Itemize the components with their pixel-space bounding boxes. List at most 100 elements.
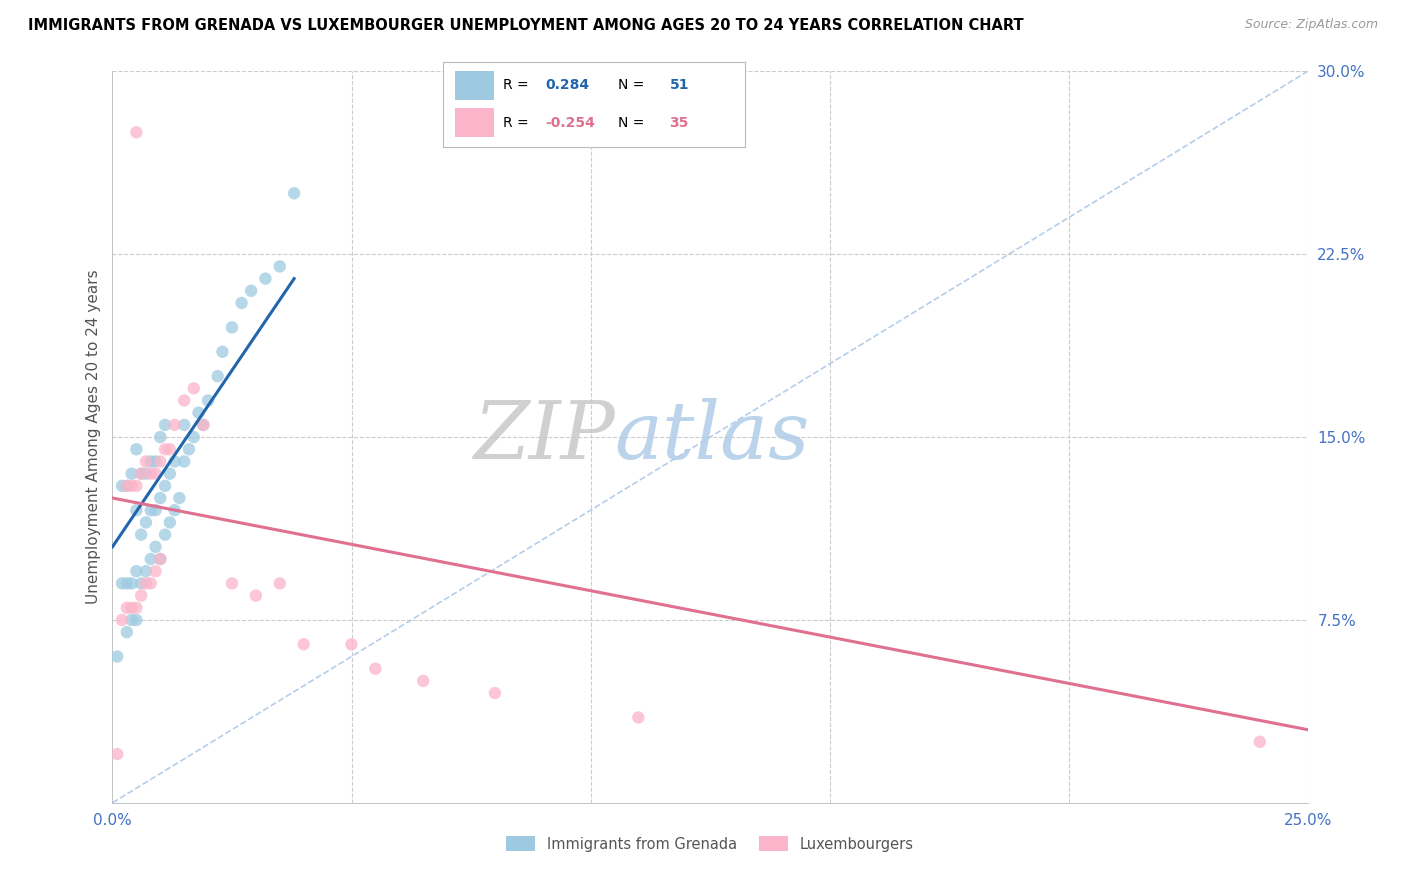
Point <box>129 576 152 591</box>
Point <box>115 600 138 615</box>
Text: Source: ZipAtlas.com: Source: ZipAtlas.com <box>1244 18 1378 31</box>
Point <box>145 564 167 578</box>
Point <box>183 381 205 395</box>
Y-axis label: Unemployment Among Ages 20 to 24 years: Unemployment Among Ages 20 to 24 years <box>86 269 101 605</box>
Text: ZIP: ZIP <box>472 399 614 475</box>
Point <box>139 503 162 517</box>
Point <box>254 271 277 285</box>
Point <box>135 454 157 468</box>
Point <box>105 747 128 761</box>
Point <box>211 344 233 359</box>
Point <box>125 564 148 578</box>
Point <box>129 467 152 481</box>
Point <box>121 600 143 615</box>
Point <box>121 479 143 493</box>
Point <box>149 491 172 505</box>
Bar <box>456 108 495 137</box>
Point <box>105 649 128 664</box>
Point <box>125 600 148 615</box>
Point <box>121 467 143 481</box>
Point <box>197 393 219 408</box>
Text: R =: R = <box>503 78 533 92</box>
Point <box>135 576 157 591</box>
Point <box>145 503 167 517</box>
Point <box>269 576 291 591</box>
Point <box>163 417 186 432</box>
Point <box>145 454 167 468</box>
Point <box>121 613 143 627</box>
Text: 51: 51 <box>669 78 689 92</box>
Point <box>364 662 387 676</box>
Point <box>125 125 148 139</box>
Point <box>292 637 315 651</box>
Point <box>149 552 172 566</box>
Point <box>484 686 506 700</box>
Point <box>149 552 172 566</box>
Point <box>245 589 267 603</box>
Point <box>111 479 134 493</box>
Point <box>145 467 167 481</box>
Text: N =: N = <box>619 78 650 92</box>
Point <box>135 564 157 578</box>
Point <box>129 527 152 541</box>
Point <box>111 613 134 627</box>
Point <box>221 320 243 334</box>
Point <box>111 576 134 591</box>
Point <box>115 625 138 640</box>
Text: 0.284: 0.284 <box>546 78 589 92</box>
Point <box>163 454 186 468</box>
Point <box>173 454 195 468</box>
Point <box>159 516 181 530</box>
Point <box>115 479 138 493</box>
Legend: Immigrants from Grenada, Luxembourgers: Immigrants from Grenada, Luxembourgers <box>501 830 920 858</box>
Text: R =: R = <box>503 116 533 129</box>
Point <box>173 417 195 432</box>
Point <box>129 589 152 603</box>
Text: -0.254: -0.254 <box>546 116 596 129</box>
Point <box>231 296 253 310</box>
Point <box>125 613 148 627</box>
Point <box>129 467 152 481</box>
Bar <box>456 71 495 100</box>
Point <box>1249 735 1271 749</box>
Point <box>115 479 138 493</box>
Point <box>169 491 191 505</box>
Point <box>135 516 157 530</box>
Point <box>149 430 172 444</box>
Point <box>627 710 650 724</box>
Point <box>153 479 176 493</box>
Point <box>177 442 200 457</box>
Text: IMMIGRANTS FROM GRENADA VS LUXEMBOURGER UNEMPLOYMENT AMONG AGES 20 TO 24 YEARS C: IMMIGRANTS FROM GRENADA VS LUXEMBOURGER … <box>28 18 1024 33</box>
Point <box>187 406 209 420</box>
Text: atlas: atlas <box>614 399 810 475</box>
Point <box>221 576 243 591</box>
Point <box>163 503 186 517</box>
Point <box>125 479 148 493</box>
Point <box>340 637 363 651</box>
Point <box>240 284 263 298</box>
Point <box>153 442 176 457</box>
Point <box>173 393 195 408</box>
Point <box>207 369 229 384</box>
Point <box>153 527 176 541</box>
Point <box>193 417 215 432</box>
Point <box>115 576 138 591</box>
Point <box>183 430 205 444</box>
Point <box>193 417 215 432</box>
Point <box>125 442 148 457</box>
Point <box>159 442 181 457</box>
Point <box>121 576 143 591</box>
Text: N =: N = <box>619 116 650 129</box>
Point <box>145 540 167 554</box>
Point <box>139 552 162 566</box>
Point <box>149 454 172 468</box>
Point <box>153 417 176 432</box>
Point <box>159 467 181 481</box>
Point <box>139 576 162 591</box>
Point <box>139 467 162 481</box>
Point <box>125 503 148 517</box>
Point <box>412 673 434 688</box>
Point <box>269 260 291 274</box>
Text: 35: 35 <box>669 116 689 129</box>
Point <box>139 454 162 468</box>
